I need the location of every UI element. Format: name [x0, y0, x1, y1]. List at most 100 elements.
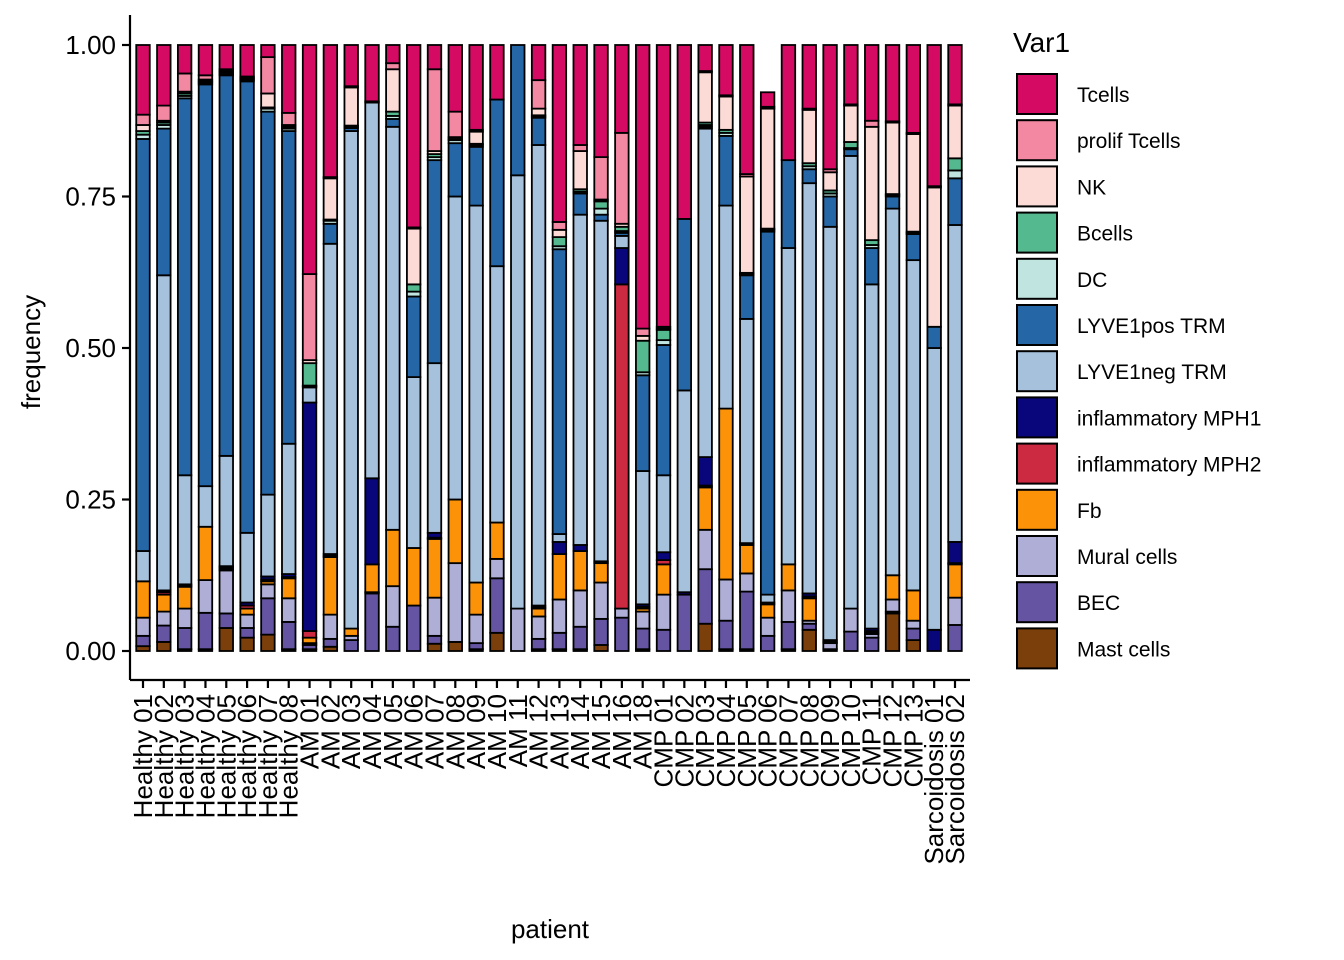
bar-segment-mural-cells [635, 610, 651, 630]
bar-segment-mural-cells [572, 589, 588, 628]
bar-cmp-13 [905, 44, 922, 652]
legend-item: Fb [1016, 488, 1102, 531]
bar-segment-mural-cells [156, 610, 172, 627]
bar-segment-tcells [281, 44, 297, 114]
bar-segment-mural-cells [510, 607, 526, 652]
bar-segment-lyve1pos-trm [176, 97, 193, 477]
bar-segment-fb [489, 521, 505, 560]
bar-segment-lyve1pos-trm [510, 44, 526, 177]
x-tick-label: CMP 13 [898, 694, 928, 787]
legend-swatch [1016, 350, 1058, 393]
bar-segment-prolif-tcells [135, 113, 151, 126]
bar-segment-nk [905, 133, 922, 233]
bar-segment-lyve1neg-trm [572, 213, 588, 546]
bar-segment-bec [655, 628, 672, 652]
bar-segment-bec [260, 597, 276, 636]
bar-segment-bec [614, 616, 630, 652]
bar-segment-bec [489, 577, 505, 634]
bar-segment-inflammatory-mph1 [551, 541, 568, 555]
bar-segment-fb [697, 486, 713, 531]
bar-am-09 [468, 44, 484, 652]
bar-segment-fb [281, 577, 297, 600]
legend-item: prolif Tcells [1016, 119, 1180, 162]
bar-segment-tcells [218, 44, 234, 71]
bar-segment-lyve1pos-trm [780, 159, 797, 249]
x-tick-label: Healthy 03 [170, 694, 200, 818]
bar-segment-bcells [655, 328, 672, 342]
x-tick-label: AM 16 [607, 694, 637, 769]
x-tick-label: Healthy 02 [149, 694, 179, 818]
legend: Var1 Tcells prolif Tcells NK Bcells DC LYVE1p… [1013, 27, 1261, 670]
x-tick-label: CMP 01 [649, 694, 679, 787]
bar-am-03 [343, 44, 359, 652]
bar-segment-prolif-tcells [385, 62, 401, 71]
legend-item: inflammatory MPH1 [1016, 396, 1261, 439]
bar-segment-tcells [406, 44, 422, 229]
bar-am-01 [301, 44, 318, 652]
bar-segment-bcells [843, 141, 859, 149]
bar-segment-tcells [530, 44, 547, 82]
bar-segment-bec [864, 636, 880, 652]
x-tick-label: CMP 12 [878, 694, 908, 787]
bar-am-10 [489, 44, 505, 652]
bar-segment-tcells [864, 44, 880, 122]
x-tick-label: AM 12 [524, 694, 554, 769]
bar-segment-lyve1neg-trm [447, 195, 463, 501]
bar-segment-lyve1neg-trm [364, 101, 380, 480]
bar-segment-lyve1neg-trm [697, 127, 713, 458]
bar-am-15 [593, 44, 609, 652]
bar-am-14 [572, 44, 588, 652]
legend-item: LYVE1neg TRM [1016, 350, 1227, 393]
x-tick-label: AM 10 [482, 694, 512, 769]
bar-segment-bec [780, 621, 797, 651]
bar-cmp-10 [843, 44, 859, 652]
bar-segment-prolif-tcells [572, 144, 588, 152]
bar-segment-mural-cells [218, 569, 234, 615]
bar-segment-nk [551, 228, 568, 239]
bar-segment-bcells [635, 339, 651, 374]
bar-segment-dc [947, 169, 963, 180]
bar-segment-mast-cells [239, 636, 255, 652]
x-tick-label: AM 06 [399, 694, 429, 769]
bar-segment-bcells [947, 157, 963, 172]
bar-segment-nk [385, 68, 401, 113]
bar-segment-lyve1neg-trm [593, 219, 609, 563]
bar-segment-tcells [739, 44, 755, 175]
legend-label: LYVE1neg TRM [1077, 361, 1227, 384]
y-axis: 0.00 0.25 0.50 0.75 1.00 [65, 15, 132, 680]
bar-segment-tcells [676, 44, 692, 220]
bar-segment-nk [801, 108, 817, 165]
x-tick-label: AM 03 [336, 694, 366, 769]
bar-segment-nk [822, 171, 838, 192]
bar-segment-nk [260, 92, 276, 109]
bar-segment-bec [343, 639, 359, 652]
bar-segment-bec [635, 627, 651, 651]
bar-am-11 [510, 44, 526, 652]
bar-segment-tcells [343, 44, 359, 88]
bar-segment-lyve1pos-trm [801, 168, 817, 185]
bar-segment-fb [801, 597, 817, 622]
bar-segment-bec [426, 634, 443, 645]
bar-cmp-05 [739, 44, 755, 652]
bar-segment-bec [176, 627, 193, 651]
bar-segment-mural-cells [530, 615, 547, 640]
bar-segment-lyve1neg-trm [614, 234, 630, 249]
legend-title: Var1 [1013, 27, 1070, 58]
bar-am-05 [385, 44, 401, 652]
x-tick-label: Sarcoidosis 02 [940, 694, 970, 865]
bar-cmp-01 [655, 44, 672, 652]
y-tick-label: 0.00 [65, 636, 116, 666]
bar-segment-lyve1pos-trm [947, 177, 963, 226]
bar-segment-mast-cells [218, 627, 234, 652]
bar-segment-inflammatory-mph1 [697, 456, 713, 487]
bar-segment-lyve1neg-trm [197, 485, 214, 528]
bar-segment-fb [718, 407, 734, 581]
bar-segment-mural-cells [947, 596, 963, 626]
bar-segment-mural-cells [843, 607, 859, 633]
bar-segment-prolif-tcells [426, 68, 443, 152]
bar-segment-prolif-tcells [551, 221, 568, 231]
bar-am-06 [406, 44, 422, 652]
bar-segment-tcells [759, 91, 776, 108]
bar-segment-lyve1neg-trm [281, 442, 297, 575]
bar-segment-mural-cells [655, 593, 672, 631]
